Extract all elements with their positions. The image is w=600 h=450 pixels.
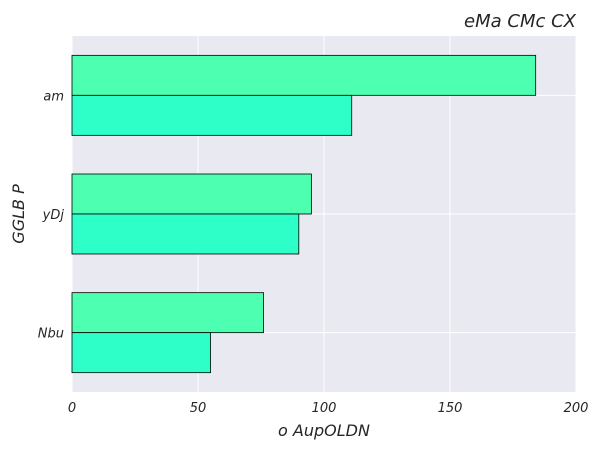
x-tick-label: 200: [564, 401, 589, 416]
x-axis-label: o AupOLDN: [278, 421, 370, 440]
chart-title: eMa CMc CX: [464, 11, 577, 32]
bar-series-2-am: [71, 94, 353, 136]
y-tick-label: Nbu: [38, 327, 64, 342]
x-tick-labels: 0 50 100 150 200: [68, 401, 589, 416]
y-tick-label: am: [43, 89, 64, 104]
bars: [71, 54, 537, 374]
x-tick-label: 150: [438, 401, 463, 416]
y-tick-labels: am yDj Nbu: [38, 89, 65, 341]
bar-series-1-yDj: [71, 173, 312, 215]
x-tick-label: 50: [190, 401, 207, 416]
x-tick-label: 100: [312, 401, 337, 416]
bar-series-1-Nbu: [71, 292, 264, 334]
bar-series-2-yDj: [71, 213, 300, 255]
bar-series-2-Nbu: [71, 332, 212, 374]
bar-series-1-am: [71, 54, 537, 96]
x-tick-label: 0: [68, 401, 76, 416]
y-axis-label: GGLB P: [9, 184, 28, 244]
y-tick-label: yDj: [42, 208, 65, 223]
